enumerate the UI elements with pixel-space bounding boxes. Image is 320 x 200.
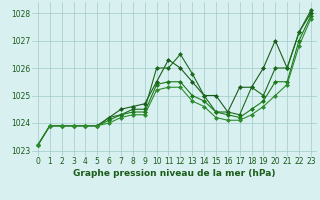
X-axis label: Graphe pression niveau de la mer (hPa): Graphe pression niveau de la mer (hPa) (73, 169, 276, 178)
